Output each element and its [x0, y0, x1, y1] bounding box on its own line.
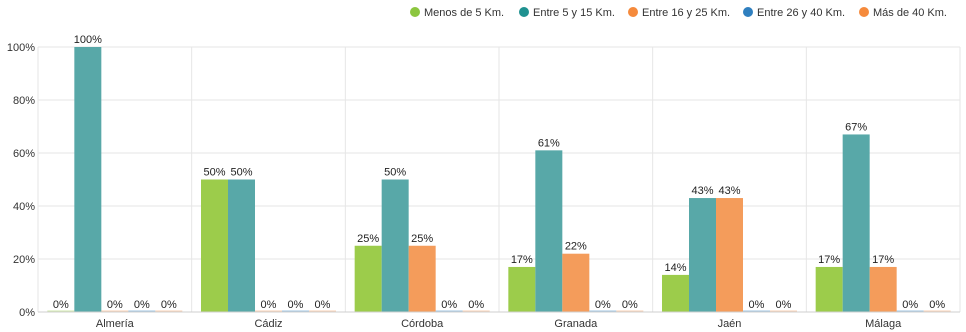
bar	[562, 253, 590, 312]
data-label: 14%	[664, 262, 686, 274]
bar	[381, 179, 409, 312]
bar	[508, 266, 536, 312]
x-category-label: Cádiz	[254, 318, 282, 330]
data-label: 0%	[622, 299, 638, 311]
data-label: 17%	[511, 254, 533, 266]
gridlines	[37, 46, 961, 313]
legend: Menos de 5 Km. Entre 5 y 15 Km. Entre 16 y…	[410, 7, 947, 19]
bar	[842, 134, 870, 312]
data-label: 0%	[107, 299, 123, 311]
data-label: 0%	[288, 299, 304, 311]
data-label: 0%	[595, 299, 611, 311]
data-label: 50%	[384, 167, 406, 179]
data-label: 0%	[929, 299, 945, 311]
x-category-label: Córdoba	[401, 318, 444, 330]
legend-marker	[519, 7, 529, 17]
bar	[155, 310, 183, 312]
bar	[309, 310, 336, 312]
data-label: 0%	[749, 299, 765, 311]
bar	[589, 310, 617, 312]
bar	[923, 310, 951, 312]
bar	[282, 310, 309, 312]
x-category-label: Almería	[96, 318, 135, 330]
bar	[716, 198, 743, 312]
legend-label: Entre 26 y 40 Km.	[757, 7, 845, 19]
data-label: 0%	[902, 299, 918, 311]
data-label: 43%	[691, 185, 713, 197]
x-category-label: Málaga	[865, 318, 902, 330]
bar	[101, 310, 129, 312]
data-label: 17%	[818, 254, 840, 266]
legend-marker	[410, 7, 420, 17]
legend-label: Entre 16 y 25 Km.	[642, 7, 730, 19]
legend-marker	[743, 7, 753, 17]
data-label: 0%	[468, 299, 484, 311]
bar	[896, 310, 924, 312]
bar	[743, 310, 770, 312]
bar	[354, 245, 382, 312]
bar	[47, 310, 75, 312]
bar	[228, 179, 255, 312]
bar	[435, 310, 463, 312]
data-label: 0%	[161, 299, 177, 311]
bar	[74, 47, 102, 312]
legend-label: Menos de 5 Km.	[424, 7, 504, 19]
bar	[535, 150, 563, 312]
data-label: 0%	[134, 299, 150, 311]
data-label: 0%	[261, 299, 277, 311]
bars	[47, 47, 951, 312]
bar	[689, 198, 716, 312]
data-label: 22%	[565, 241, 587, 253]
bar	[462, 310, 490, 312]
data-label: 17%	[872, 254, 894, 266]
y-tick-label: 100%	[7, 42, 35, 54]
legend-marker	[859, 7, 869, 17]
bar	[662, 274, 689, 312]
y-tick-label: 0%	[19, 307, 35, 319]
bar	[408, 245, 436, 312]
bar	[770, 310, 797, 312]
data-label: 100%	[74, 34, 102, 46]
data-label: 61%	[538, 137, 560, 149]
legend-marker	[628, 7, 638, 17]
data-labels: 0% 100% 0% 0% 0% 50% 50% 0% 0% 0% 25% 50% 25% 0% 0% 17%…	[53, 34, 945, 311]
data-label: 43%	[718, 185, 740, 197]
data-label: 25%	[357, 233, 379, 245]
bar	[128, 310, 156, 312]
data-label: 0%	[53, 299, 69, 311]
data-label: 0%	[776, 299, 792, 311]
bar	[869, 266, 897, 312]
axes: 0% 20% 40% 60% 80% 100% Almería Cádiz Córdoba Gra…	[7, 42, 960, 330]
bar	[255, 310, 282, 312]
bar	[201, 179, 228, 312]
bar	[815, 266, 843, 312]
data-label: 67%	[845, 121, 867, 133]
data-label: 50%	[230, 167, 252, 179]
y-tick-label: 80%	[13, 95, 35, 107]
y-tick-label: 60%	[13, 148, 35, 160]
legend-label: Entre 5 y 15 Km.	[533, 7, 615, 19]
y-tick-label: 40%	[13, 201, 35, 213]
data-label: 50%	[203, 167, 225, 179]
data-label: 25%	[411, 233, 433, 245]
x-category-label: Jaén	[718, 318, 742, 330]
data-label: 0%	[441, 299, 457, 311]
bar	[616, 310, 644, 312]
legend-label: Más de 40 Km.	[873, 7, 947, 19]
x-category-label: Granada	[554, 318, 598, 330]
y-tick-label: 20%	[13, 254, 35, 266]
data-label: 0%	[315, 299, 331, 311]
